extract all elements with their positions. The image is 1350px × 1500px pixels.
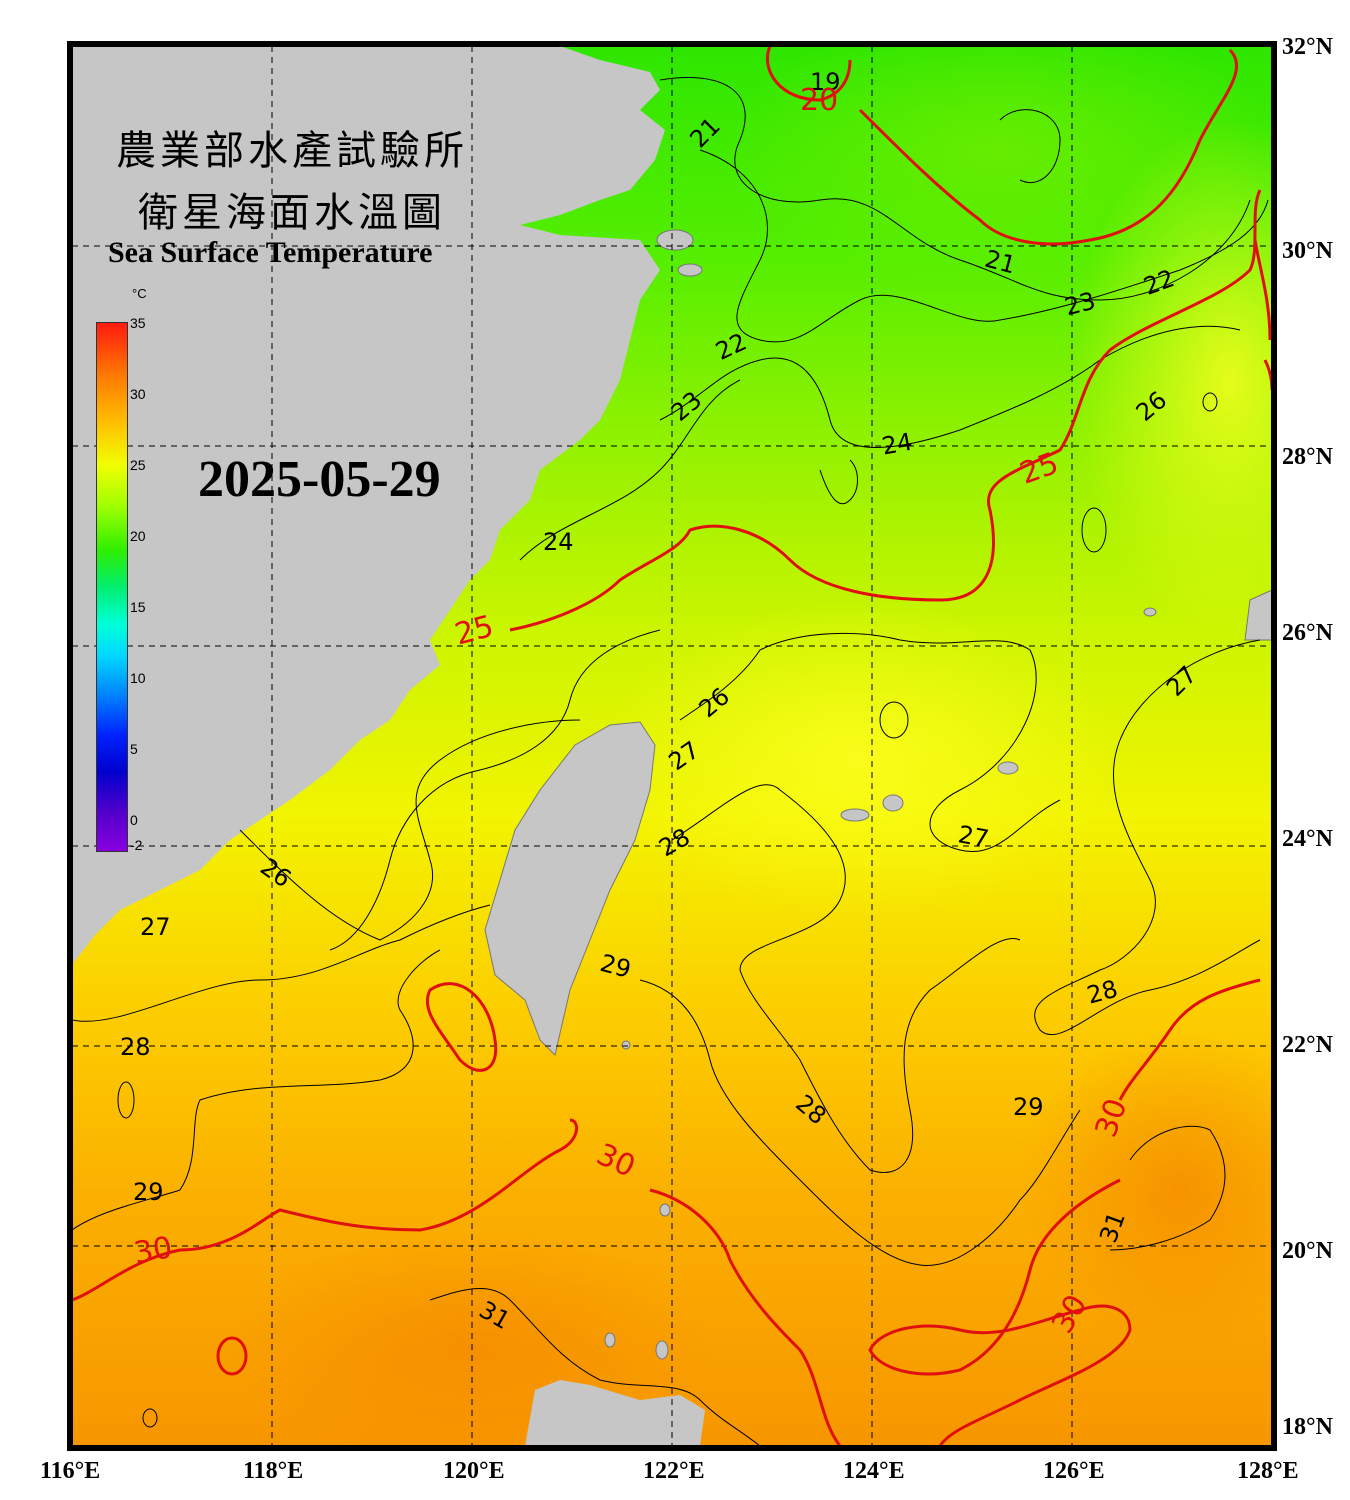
lat-label: 28°N [1282,444,1334,470]
latitude-labels: 32°N 30°N 28°N 26°N 24°N 22°N 20°N 18°N [1282,34,1334,1440]
colorbar-tick: 25 [130,457,146,473]
colorbar-tick: 30 [130,386,146,402]
lon-label: 126°E [1043,1458,1105,1484]
contour-label: 28 [120,1033,151,1061]
lon-label: 120°E [443,1458,505,1484]
date-label: 2025-05-29 [198,451,441,508]
contour-label: 19 [810,68,841,96]
warm-core-east [1020,1030,1272,1350]
contour-label: 24 [543,528,574,556]
contour-label: 24 [880,428,915,461]
lat-label: 22°N [1282,1032,1334,1058]
lon-label: 116°E [40,1458,100,1484]
longitude-labels: 116°E 118°E 120°E 122°E 124°E 126°E 128°… [40,1458,1299,1484]
contour-label: 30 [131,1230,175,1271]
colorbar-tick: 0 [130,812,138,828]
colorbar-tick: 20 [130,528,146,544]
isotherms-minor [72,77,1269,1446]
colorbar-unit: °C [132,286,147,301]
title-zh-line2: 衛星海面水溫圖 [138,190,446,236]
lat-label: 26°N [1282,620,1334,646]
lat-label: 18°N [1282,1414,1334,1440]
mainland-china [72,46,665,965]
contour-label: 27 [140,913,171,941]
colorbar-tick: -2 [130,837,143,853]
lon-label: 122°E [643,1458,705,1484]
colorbar-tick: 15 [130,599,146,615]
colorbar-tick: 10 [130,670,146,686]
map-area: 19 20 21 21 22 22 23 23 24 24 25 25 26 2… [72,46,1272,1446]
lon-label: 128°E [1237,1458,1299,1484]
taiwan [484,721,656,1056]
lon-label: 124°E [843,1458,905,1484]
title-en: Sea Surface Temperature [108,236,433,269]
title-zh-line1: 農業部水產試驗所 [116,128,468,174]
colorbar-gradient [96,322,128,852]
luzon [525,1380,705,1446]
small-islands [604,229,1272,1360]
lat-label: 32°N [1282,34,1334,60]
lat-label: 24°N [1282,826,1334,852]
map-frame [67,41,1277,1451]
contour-label: 27 [956,820,991,853]
colorbar-tick: 5 [130,741,138,757]
graticule [72,46,1272,1446]
contour-label: 29 [133,1178,164,1206]
isotherms-major [72,46,1272,1446]
contour-label: 29 [1013,1093,1044,1121]
lon-label: 118°E [243,1458,303,1484]
lat-label: 30°N [1282,238,1334,264]
contour-label: 20 [800,83,838,118]
colorbar-tick: 35 [130,315,146,331]
lat-label: 20°N [1282,1238,1334,1264]
warm-yellow-region [600,600,1120,920]
